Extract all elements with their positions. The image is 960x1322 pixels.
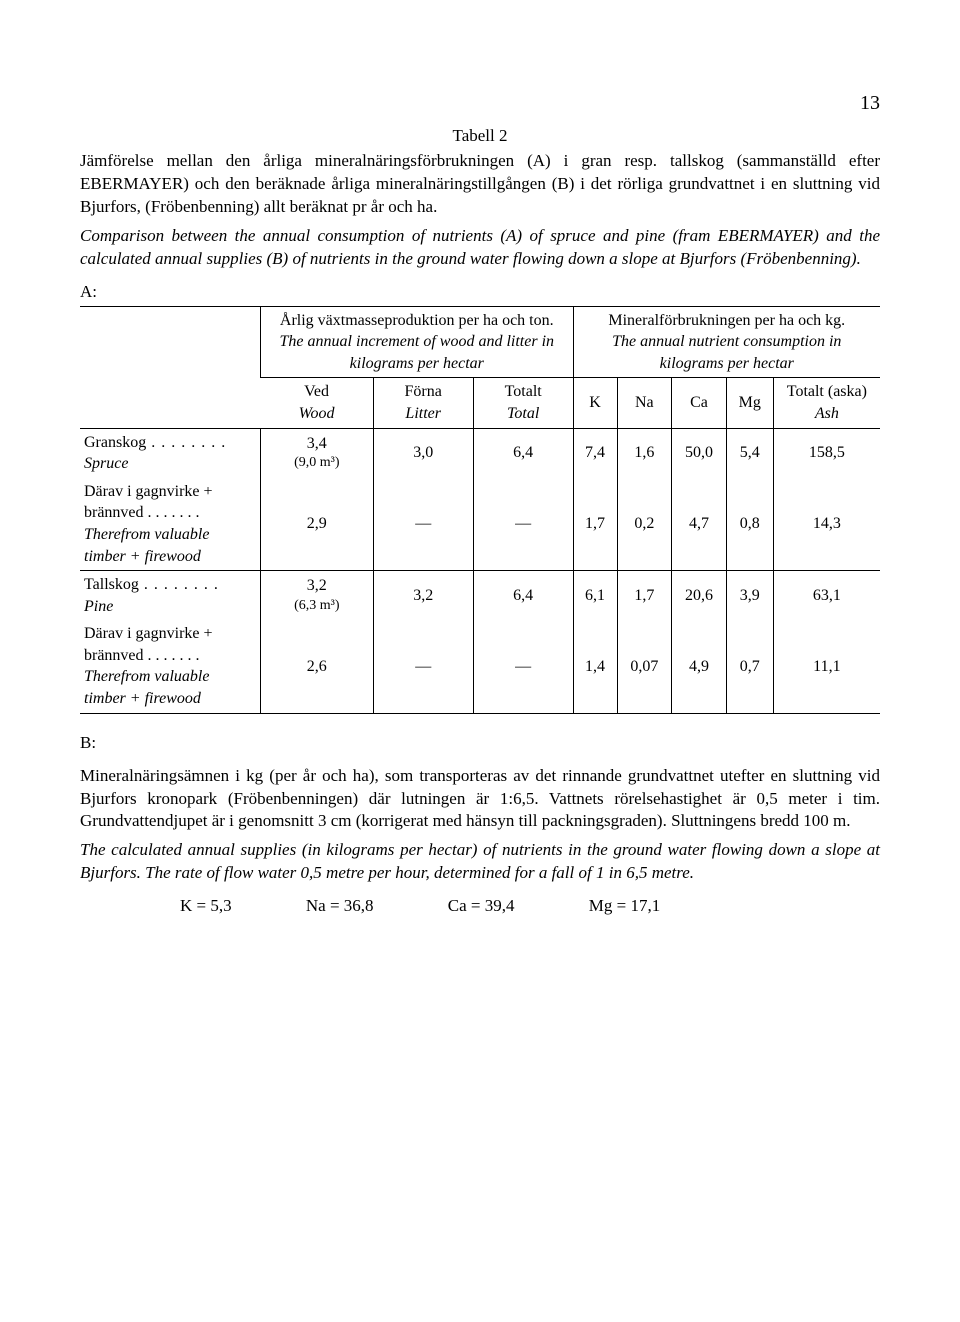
cell-mg: 0,8: [726, 478, 773, 571]
cell-litter: 3,0: [373, 428, 473, 478]
section-b-text-en: The calculated annual supplies (in kilog…: [80, 839, 880, 885]
cell-wood: 3,4 (9,0 m³): [261, 428, 374, 478]
header-wood: Ved Wood: [261, 378, 374, 428]
cell-total: 6,4: [473, 571, 573, 621]
header-group-consumption: Mineralförbrukningen per ha och kg. The …: [573, 306, 880, 378]
cell-total: —: [473, 620, 573, 713]
cell-litter: —: [373, 478, 473, 571]
row-tallskog-label: Tallskog Pine: [80, 571, 261, 621]
cell-ash: 11,1: [773, 620, 880, 713]
cell-ca: 4,7: [672, 478, 727, 571]
page-number: 13: [80, 90, 880, 117]
cell-litter: —: [373, 620, 473, 713]
row-granskog-label: Granskog Spruce: [80, 428, 261, 478]
header-total: Totalt Total: [473, 378, 573, 428]
cell-ash: 63,1: [773, 571, 880, 621]
cell-ca: 50,0: [672, 428, 727, 478]
cell-total: —: [473, 478, 573, 571]
header-mg: Mg: [726, 378, 773, 428]
cell-wood: 3,2 (6,3 m³): [261, 571, 374, 621]
cell-litter: 3,2: [373, 571, 473, 621]
cell-k: 1,4: [573, 620, 617, 713]
cell-k: 7,4: [573, 428, 617, 478]
b-value-ca: Ca = 39,4: [448, 895, 515, 918]
section-a-label: A:: [80, 281, 880, 304]
cell-total: 6,4: [473, 428, 573, 478]
table-label: Tabell 2: [80, 125, 880, 148]
cell-ca: 20,6: [672, 571, 727, 621]
table-a: Årlig växtmasseproduktion per ha och ton…: [80, 306, 880, 714]
cell-mg: 3,9: [726, 571, 773, 621]
row-granskog-sub-label: Därav i gagnvirke + brännved . . . . . .…: [80, 478, 261, 571]
cell-wood: 2,9: [261, 478, 374, 571]
cell-k: 6,1: [573, 571, 617, 621]
cell-na: 0,2: [617, 478, 672, 571]
cell-na: 0,07: [617, 620, 672, 713]
b-value-na: Na = 36,8: [306, 895, 374, 918]
cell-k: 1,7: [573, 478, 617, 571]
caption-en: Comparison between the annual consumptio…: [80, 225, 880, 271]
cell-ash: 158,5: [773, 428, 880, 478]
header-ca: Ca: [672, 378, 727, 428]
header-litter: Förna Litter: [373, 378, 473, 428]
row-tallskog-sub-label: Därav i gagnvirke + brännved . . . . . .…: [80, 620, 261, 713]
cell-mg: 0,7: [726, 620, 773, 713]
cell-mg: 5,4: [726, 428, 773, 478]
b-value-k: K = 5,3: [180, 895, 232, 918]
b-value-mg: Mg = 17,1: [589, 895, 660, 918]
cell-na: 1,7: [617, 571, 672, 621]
section-b-label: B:: [80, 732, 880, 755]
header-group-production: Årlig växtmasseproduktion per ha och ton…: [261, 306, 574, 378]
cell-ca: 4,9: [672, 620, 727, 713]
section-b-values: K = 5,3 Na = 36,8 Ca = 39,4 Mg = 17,1: [80, 895, 880, 918]
cell-ash: 14,3: [773, 478, 880, 571]
caption-sv: Jämförelse mellan den årliga mineralnäri…: [80, 150, 880, 219]
header-ash: Totalt (aska) Ash: [773, 378, 880, 428]
cell-na: 1,6: [617, 428, 672, 478]
section-b-text-sv: Mineralnäringsämnen i kg (per år och ha)…: [80, 765, 880, 834]
header-na: Na: [617, 378, 672, 428]
header-k: K: [573, 378, 617, 428]
cell-wood: 2,6: [261, 620, 374, 713]
